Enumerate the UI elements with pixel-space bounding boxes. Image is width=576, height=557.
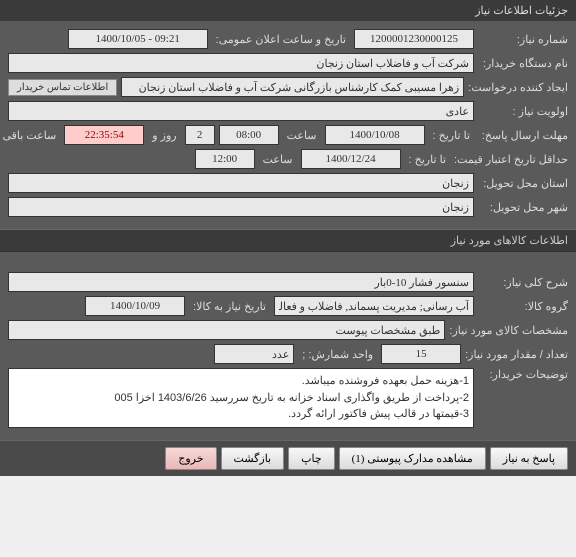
request-no-label: شماره نیاز: [478,33,568,46]
exit-button[interactable]: خروج [165,447,216,470]
public-date-field [68,29,208,49]
contact-buyer-button[interactable]: اطلاعات تماس خریدار [8,79,117,96]
days-label: روز و [148,129,180,142]
notes-label: توضیحات خریدار: [478,368,568,381]
province-field [8,173,474,193]
unit-label: واحد شمارش: ; [298,348,377,361]
deadline-date-field [325,125,425,145]
group-label: گروه کالا: [478,300,568,313]
creator-field [121,77,464,97]
request-no-field [354,29,474,49]
province-label: استان محل تحویل: [478,177,568,190]
timer-field [64,125,144,145]
city-label: شهر محل تحویل: [478,201,568,214]
deadline-label: مهلت ارسال پاسخ: [478,129,568,142]
deadline-time-field [219,125,279,145]
to-date-label-2: تا تاریخ : [405,153,450,166]
back-button[interactable]: بازگشت [221,447,285,470]
respond-button[interactable]: پاسخ به نیاز [490,447,568,470]
spec-label: مشخصات کالای مورد نیاز: [449,324,568,337]
city-field [8,197,474,217]
need-date-field [85,296,185,316]
time-label-2: ساعت [259,153,297,166]
spec-field [8,320,445,340]
qty-label: تعداد / مقدار مورد نیاز: [465,348,568,361]
buyer-label: نام دستگاه خریدار: [478,57,568,70]
days-left-field [185,125,215,145]
notes-line2: 2-پرداخت از طریق واگذاری اسناد خزانه به … [13,390,469,407]
attachments-button[interactable]: مشاهده مدارک پیوستی (1) [339,447,486,470]
main-container: جزئیات اطلاعات نیاز شماره نیاز: تاریخ و … [0,0,576,476]
validity-time-field [195,149,255,169]
notes-line1: 1-هزینه حمل بعهده فروشنده میباشد. [13,373,469,390]
notes-line3: 3-قیمتها در قالب پیش فاکتور ارائه گردد. [13,406,469,423]
public-date-label: تاریخ و ساعت اعلان عمومی: [212,33,350,46]
title-bar: جزئیات اطلاعات نیاز [0,0,576,21]
desc-label: شرح کلی نیاز: [478,276,568,289]
button-bar: پاسخ به نیاز مشاهده مدارک پیوستی (1) چاپ… [0,440,576,476]
to-date-label: تا تاریخ : [429,129,474,142]
desc-field [8,272,474,292]
priority-label: اولویت نیاز : [478,105,568,118]
time-label-1: ساعت [283,129,321,142]
priority-field [8,101,474,121]
notes-field: 1-هزینه حمل بعهده فروشنده میباشد. 2-پردا… [8,368,474,428]
validity-date-field [301,149,401,169]
validity-label: حداقل تاریخ اعتبار قیمت: [454,153,568,166]
group-field [274,296,474,316]
need-date-label: تاریخ نیاز به کالا: [189,300,270,313]
qty-field [381,344,461,364]
section-request-info: شماره نیاز: تاریخ و ساعت اعلان عمومی: نا… [0,21,576,229]
timer-label: ساعت باقی مانده [0,129,60,142]
unit-field [214,344,294,364]
section2-header: اطلاعات کالاهای مورد نیاز [0,229,576,252]
buyer-field [8,53,474,73]
print-button[interactable]: چاپ [288,447,335,470]
section-goods-info: شرح کلی نیاز: گروه کالا: تاریخ نیاز به ک… [0,252,576,440]
creator-label: ایجاد کننده درخواست: [468,81,568,94]
